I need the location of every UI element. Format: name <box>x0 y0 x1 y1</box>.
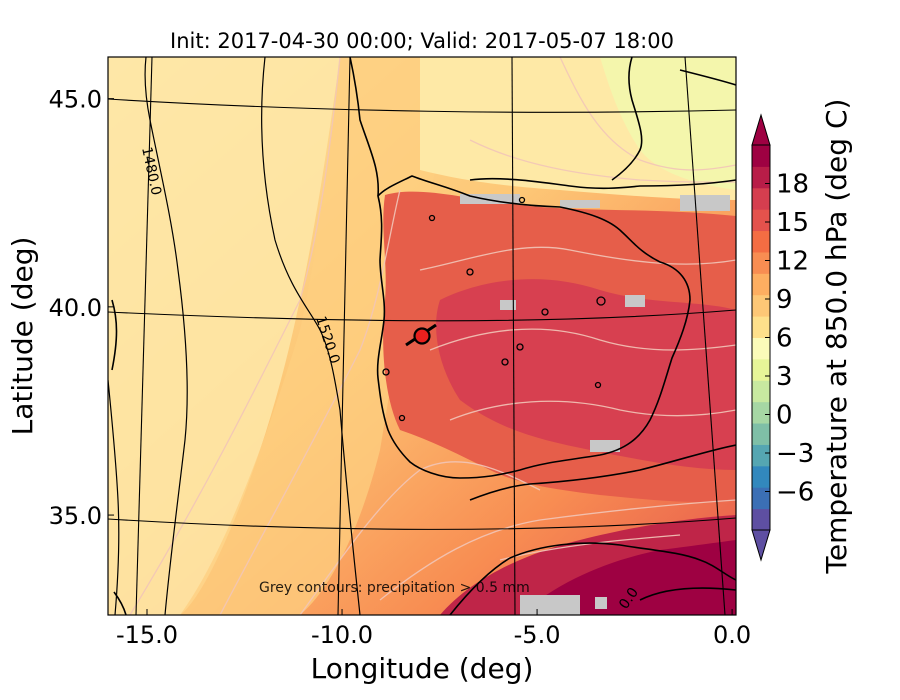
graticule <box>108 57 736 615</box>
x-tick-label: -10.0 <box>311 621 373 649</box>
map-panel: 1480.0 1520.0 0.0 Grey contours: precipi… <box>108 57 736 615</box>
colorbar-segment <box>752 166 770 189</box>
y-tick-label: 45.0 <box>49 86 102 114</box>
map-frame <box>107 56 737 616</box>
map-title: Init: 2017-04-30 00:00; Valid: 2017-05-0… <box>170 29 674 53</box>
colorbar-segment <box>752 465 770 488</box>
colorbar-tick-label: −6 <box>776 478 814 508</box>
location-marker <box>405 323 437 347</box>
colorbar-segment <box>752 337 770 360</box>
small-coast-features <box>382 196 606 422</box>
x-tick-label: 0.0 <box>713 621 751 649</box>
y-tick-label: 40.0 <box>49 294 102 322</box>
colorbar-segment <box>752 508 770 531</box>
colorbar-segment <box>752 380 770 403</box>
colorbar-label: Temperature at 850.0 hPa (deg C) <box>820 99 853 575</box>
colorbar-segment <box>752 316 770 338</box>
colorbar-tick-label: 3 <box>776 362 793 392</box>
x-axis-ticks: -15.0 -10.0 -5.0 0.0 <box>116 609 751 649</box>
colorbar-tick-label: −3 <box>776 439 814 469</box>
temperature-band-northeast <box>600 57 736 190</box>
x-tick-label: -15.0 <box>116 621 178 649</box>
colorbar-segment <box>752 423 770 445</box>
colorbar-segment <box>752 251 770 274</box>
colorbar-segment <box>752 230 770 253</box>
colorbar-segment <box>752 273 770 296</box>
colorbar-segment <box>752 294 770 317</box>
colorbar: −6 −3 0 3 6 9 12 15 18 <box>751 113 814 562</box>
colorbar-tick-label: 18 <box>776 170 809 200</box>
precipitation-annotation: Grey contours: precipitation > 0.5 mm <box>259 580 530 596</box>
location-marker-dot <box>413 327 431 345</box>
colorbar-segment <box>752 487 770 510</box>
colorbar-tick-label: 6 <box>776 324 793 354</box>
temperature-isolines <box>129 57 736 615</box>
colorbar-segment <box>752 358 770 381</box>
precipitation-patches <box>460 194 730 615</box>
colorbar-tick-label: 12 <box>776 247 809 277</box>
colorbar-tick-label: 9 <box>776 285 793 315</box>
y-tick-label: 35.0 <box>49 502 102 530</box>
colorbar-segment <box>752 444 770 467</box>
temperature-iberia-core <box>436 279 736 470</box>
coastlines <box>111 57 736 615</box>
colorbar-tick-label: 15 <box>776 208 809 238</box>
colorbar-tick-label: 0 <box>776 401 793 431</box>
colorbar-segment <box>752 209 770 232</box>
colorbar-segment <box>752 401 770 424</box>
colorbar-max-extension <box>751 113 771 146</box>
colorbar-segment <box>752 145 770 167</box>
x-tick-label: -5.0 <box>514 621 561 649</box>
colorbar-min-extension <box>751 529 771 562</box>
colorbar-segment <box>752 187 770 210</box>
y-axis-label: Latitude (deg) <box>6 237 39 436</box>
x-axis-label: Longitude (deg) <box>311 652 534 685</box>
y-axis-ticks: 35.0 40.0 45.0 <box>49 86 114 530</box>
